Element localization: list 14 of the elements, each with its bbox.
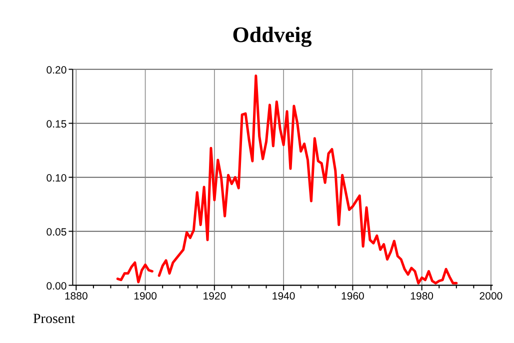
x-tick-label: 1940 — [272, 290, 296, 302]
y-tick-label: 0.15 — [46, 118, 67, 130]
y-tick-label: 0.05 — [46, 226, 67, 238]
chart-title: Oddveig — [232, 22, 312, 47]
y-axis-title: Prosent — [33, 312, 76, 327]
x-tick-label: 1980 — [410, 290, 434, 302]
y-tick-label: 0.10 — [46, 172, 67, 184]
x-tick-label: 1920 — [202, 290, 226, 302]
y-tick-label: 0.00 — [46, 280, 67, 292]
x-tick-label: 2000 — [479, 290, 503, 302]
y-tick-label: 0.20 — [46, 64, 67, 76]
x-tick-label: 1900 — [134, 290, 158, 302]
x-tick-label: 1880 — [64, 290, 88, 302]
x-tick-label: 1960 — [341, 290, 365, 302]
